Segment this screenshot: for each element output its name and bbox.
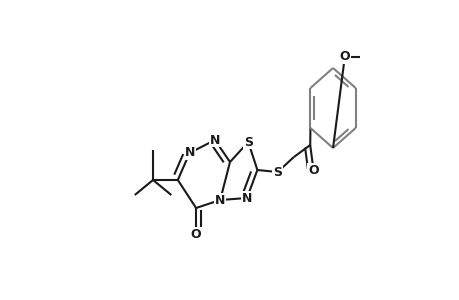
Text: O: O — [339, 50, 349, 64]
Text: S: S — [243, 136, 252, 148]
Text: S: S — [273, 166, 281, 178]
Text: N: N — [241, 191, 252, 205]
Text: O: O — [190, 227, 201, 241]
Text: N: N — [184, 146, 194, 160]
Text: O: O — [308, 164, 318, 176]
Text: N: N — [209, 134, 220, 146]
Text: N: N — [214, 194, 225, 206]
